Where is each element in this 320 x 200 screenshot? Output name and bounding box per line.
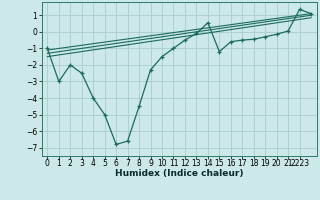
- X-axis label: Humidex (Indice chaleur): Humidex (Indice chaleur): [115, 169, 244, 178]
